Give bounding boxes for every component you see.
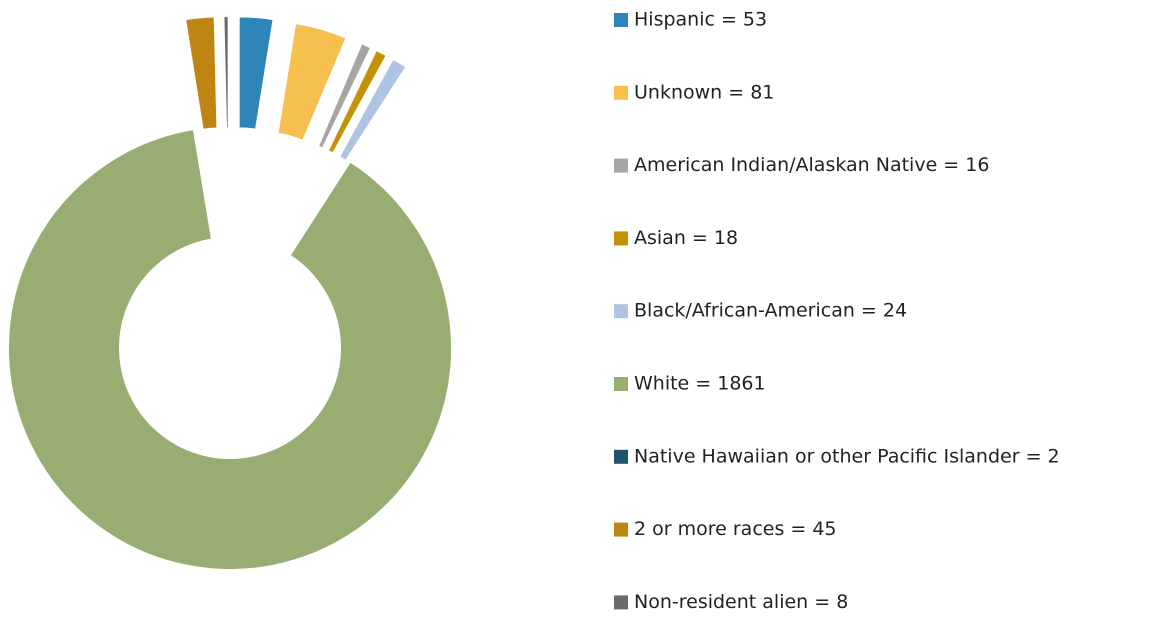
legend-swatch [614, 158, 628, 173]
legend-swatch [614, 377, 628, 391]
donut-slice [326, 48, 389, 155]
donut-slice [276, 21, 348, 143]
donut-slice [337, 57, 408, 163]
legend-swatch [614, 449, 628, 464]
donut-slice [7, 127, 453, 571]
donut-slice [237, 15, 275, 131]
legend-swatch [614, 231, 628, 246]
legend-label: American Indian/Alaskan Native = 16 [634, 154, 989, 176]
donut-slice [316, 41, 373, 150]
legend-swatch [614, 522, 628, 537]
donut-slice [174, 19, 197, 133]
legend-label: White = 1861 [634, 373, 766, 395]
legend-label: Unknown = 81 [634, 81, 774, 103]
legend-label: Hispanic = 53 [634, 9, 767, 31]
donut-slice [183, 15, 219, 131]
legend-swatch [614, 304, 628, 319]
legend-swatch [614, 13, 628, 27]
legend-label: Non-resident alien = 8 [634, 591, 848, 613]
legend-label: Native Hawaiian or other Pacific Islande… [634, 445, 1060, 467]
donut-slice [222, 15, 230, 130]
legend-swatch [614, 85, 628, 100]
legend-label: 2 or more races = 45 [634, 518, 837, 540]
legend-label: Black/African-American = 24 [634, 300, 907, 322]
legend-swatch [614, 595, 628, 610]
legend-label: Asian = 18 [634, 227, 738, 249]
